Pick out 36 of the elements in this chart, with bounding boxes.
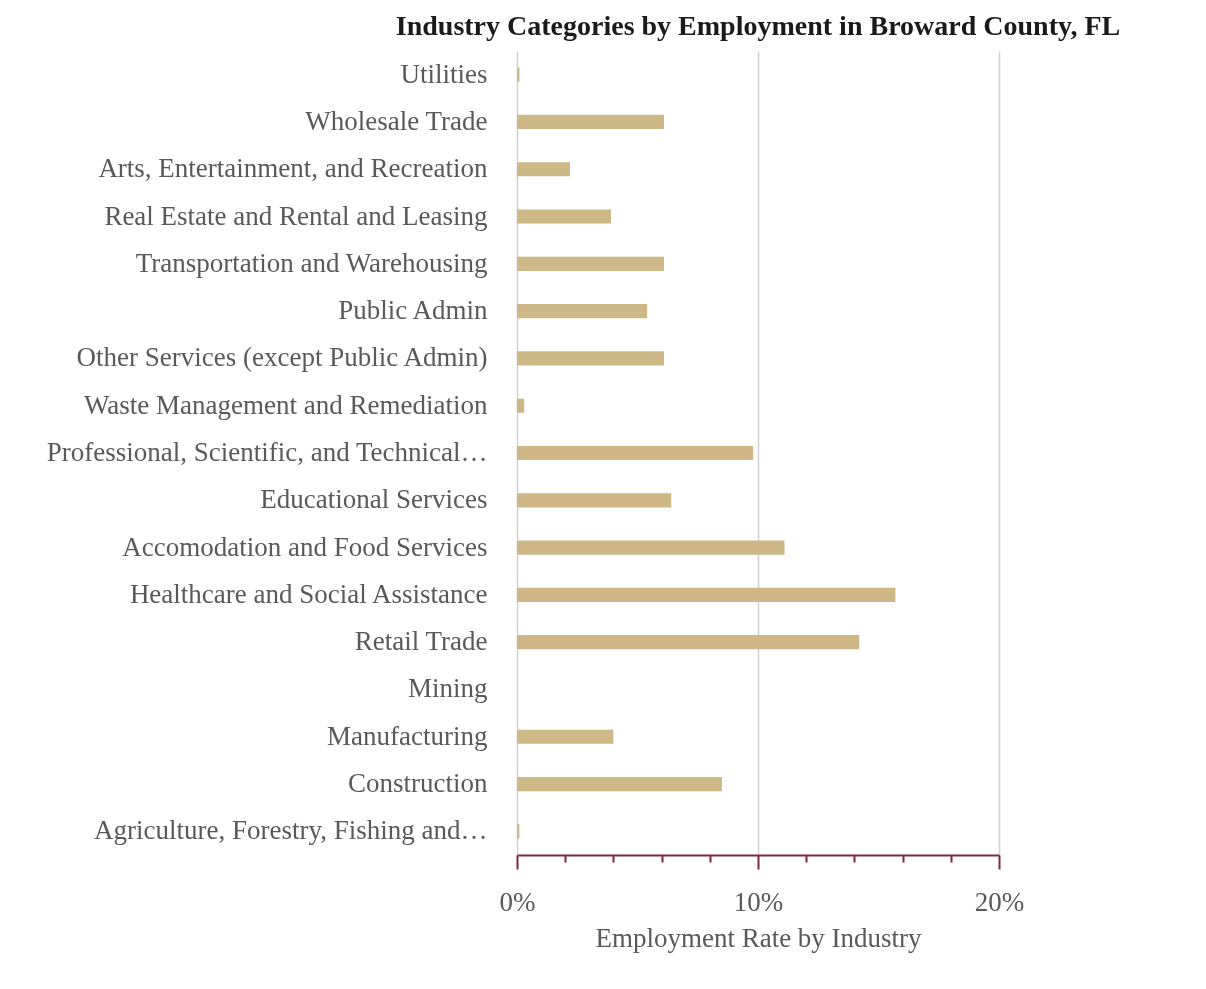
y-tick-label: Waste Management and Remediation xyxy=(84,389,488,420)
bar xyxy=(517,445,754,461)
bar xyxy=(517,776,722,792)
bar xyxy=(517,493,672,508)
x-tick-label: 20% xyxy=(974,886,1025,917)
bar xyxy=(517,729,614,744)
bar xyxy=(517,256,665,271)
bar xyxy=(517,635,860,650)
y-tick-label: Public Admin xyxy=(338,295,488,326)
bar xyxy=(517,209,611,224)
y-tick-label: Construction xyxy=(348,768,488,799)
bar xyxy=(517,587,896,602)
y-tick-label: Healthcare and Social Assistance xyxy=(129,578,488,609)
y-tick-label: Agriculture, Forestry, Fishing and… xyxy=(94,815,488,846)
y-tick-label: Accomodation and Food Services xyxy=(122,531,488,562)
y-tick-label: Wholesale Trade xyxy=(305,105,488,136)
y-tick-label: Retail Trade xyxy=(354,626,488,657)
bar xyxy=(517,114,665,130)
y-tick-label: Manufacturing xyxy=(327,720,488,751)
bar xyxy=(517,162,571,177)
x-tick-label: 0% xyxy=(499,886,536,917)
y-tick-label: Utilities xyxy=(400,58,488,89)
x-tick-label: 10% xyxy=(733,886,784,917)
y-tick-label: Real Estate and Rental and Leasing xyxy=(104,200,488,231)
bar xyxy=(517,351,665,366)
y-tick-label: Professional, Scientific, and Technical… xyxy=(46,437,488,467)
bar xyxy=(517,540,785,555)
y-tick-label: Transportation and Warehousing xyxy=(135,247,488,278)
x-axis-title: Employment Rate by Industry xyxy=(595,922,923,953)
chart-title: Industry Categories by Employment in Broward County, FL xyxy=(395,10,1121,41)
y-tick-label: Educational Services xyxy=(260,484,488,515)
y-tick-label: Mining xyxy=(407,673,488,704)
bar xyxy=(517,398,525,413)
y-tick-label: Arts, Entertainment, and Recreation xyxy=(98,153,488,184)
bar xyxy=(517,304,648,319)
y-tick-label: Other Services (except Public Admin) xyxy=(76,342,488,373)
